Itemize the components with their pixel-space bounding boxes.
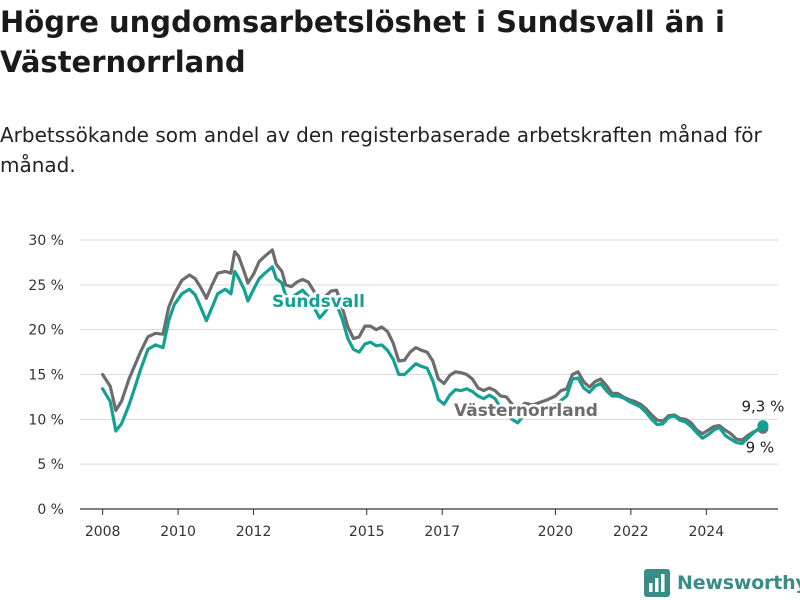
series-labels: SundsvallSundsvallVästernorrlandVästerno… <box>270 290 785 457</box>
y-tick-label: 25 % <box>28 278 64 294</box>
x-tick-label: 2024 <box>688 524 724 540</box>
brand-logo[interactable]: Newsworthy <box>644 568 800 598</box>
end-point-sundsvall <box>757 420 769 432</box>
series-label-halo: Sundsvall <box>272 292 365 312</box>
series-label-västernorrland: Västernorrland <box>454 401 598 421</box>
x-tick-label: 2020 <box>538 524 574 540</box>
chart-subtitle: Arbetssökande som andel av den registerb… <box>0 123 762 177</box>
chart-title: Högre ungdomsarbetslöshet i Sundsvall än… <box>0 5 725 79</box>
x-tick-label: 2017 <box>424 524 460 540</box>
x-tick-label: 2010 <box>160 524 196 540</box>
series-label-halo: Västernorrland <box>454 401 598 421</box>
y-tick-label: 20 % <box>28 323 64 339</box>
end-value-vasternorrland: 9 % <box>746 438 775 456</box>
chart-logo-icon <box>644 569 670 597</box>
series-line-västernorrland <box>101 248 765 442</box>
end-value-sundsvall: 9,3 % <box>741 398 784 416</box>
x-tick-label: 2008 <box>85 524 121 540</box>
y-tick-label: 0 % <box>37 502 64 518</box>
x-tick-label: 2012 <box>236 524 272 540</box>
y-axis: 0 % 5 % 10 % 15 % 20 % 25 % 30 % <box>28 233 64 518</box>
x-tick-label: 2022 <box>613 524 649 540</box>
y-tick-label: 5 % <box>37 457 64 473</box>
line-chart: 0 %5 %10 %15 %20 %25 %30 % 2008 2010 2012 2… <box>28 233 785 540</box>
brand-name: Newsworthy <box>677 572 800 594</box>
y-tick-label: 30 % <box>28 233 64 249</box>
series-line-sundsvall <box>101 265 765 446</box>
series-label-sundsvall: Sundsvall <box>272 292 365 312</box>
series-lines <box>101 248 769 446</box>
x-tick-label: 2015 <box>349 524 385 540</box>
x-axis: 2008 2010 2012 2015 2017 2020 2022 2024 <box>85 509 724 540</box>
grid-lines <box>80 239 778 510</box>
y-tick-label: 15 % <box>28 368 64 384</box>
y-tick-label: 10 % <box>28 412 64 428</box>
